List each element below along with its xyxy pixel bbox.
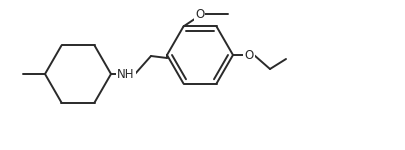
Text: O: O bbox=[244, 48, 254, 62]
Text: NH: NH bbox=[117, 68, 135, 81]
Text: O: O bbox=[195, 8, 204, 21]
